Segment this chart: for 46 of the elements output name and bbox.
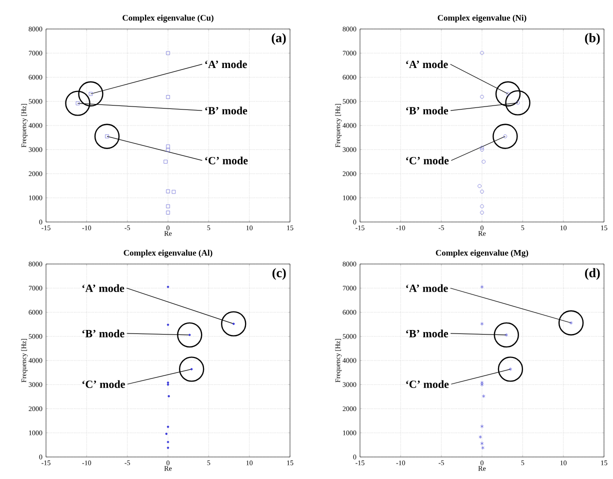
chart-title: Complex eigenvalue (Al) — [124, 250, 212, 258]
annotation: (c) — [272, 268, 286, 280]
point — [480, 424, 484, 428]
point — [166, 144, 170, 148]
point — [166, 189, 170, 194]
point — [166, 51, 170, 56]
chart-title: Complex eigenvalue (Cu) — [122, 14, 214, 22]
chart-title: Complex eigenvalue (Mg) — [436, 250, 528, 258]
annotation: ‘B’ mode — [406, 330, 448, 338]
point — [164, 160, 168, 164]
annotation: ‘C’ mode — [82, 380, 125, 388]
point — [480, 382, 484, 387]
annotation: ‘C’ mode — [406, 156, 449, 164]
point — [480, 380, 484, 385]
point — [480, 210, 484, 214]
annotation: ‘B’ mode — [406, 106, 448, 114]
point — [482, 394, 486, 398]
point — [480, 190, 484, 194]
annotation: ‘A’ mode — [82, 284, 124, 292]
point — [166, 95, 170, 99]
annotation: ‘C’ mode — [406, 380, 449, 388]
annotation: (d) — [585, 268, 600, 280]
point — [478, 184, 482, 188]
annotation: (b) — [585, 33, 600, 45]
chart-title: Complex eigenvalue (Ni) — [438, 14, 526, 22]
point — [166, 148, 170, 152]
annotation: (a) — [272, 33, 286, 45]
point — [480, 50, 484, 55]
point — [478, 435, 482, 439]
point — [481, 446, 484, 450]
point — [480, 148, 484, 152]
annotation: ‘A’ mode — [406, 60, 448, 68]
annotation: ‘A’ mode — [205, 60, 247, 68]
point — [480, 204, 484, 208]
annotation: ‘B’ mode — [82, 330, 124, 338]
point — [482, 160, 486, 164]
point — [480, 285, 484, 289]
point — [480, 322, 484, 326]
point — [480, 146, 484, 150]
point — [172, 190, 176, 194]
annotation: ‘A’ mode — [406, 284, 448, 292]
annotation: ‘B’ mode — [205, 106, 248, 114]
point — [480, 94, 484, 99]
point — [166, 210, 170, 214]
annotation: ‘C’ mode — [205, 156, 248, 164]
point — [166, 204, 170, 208]
